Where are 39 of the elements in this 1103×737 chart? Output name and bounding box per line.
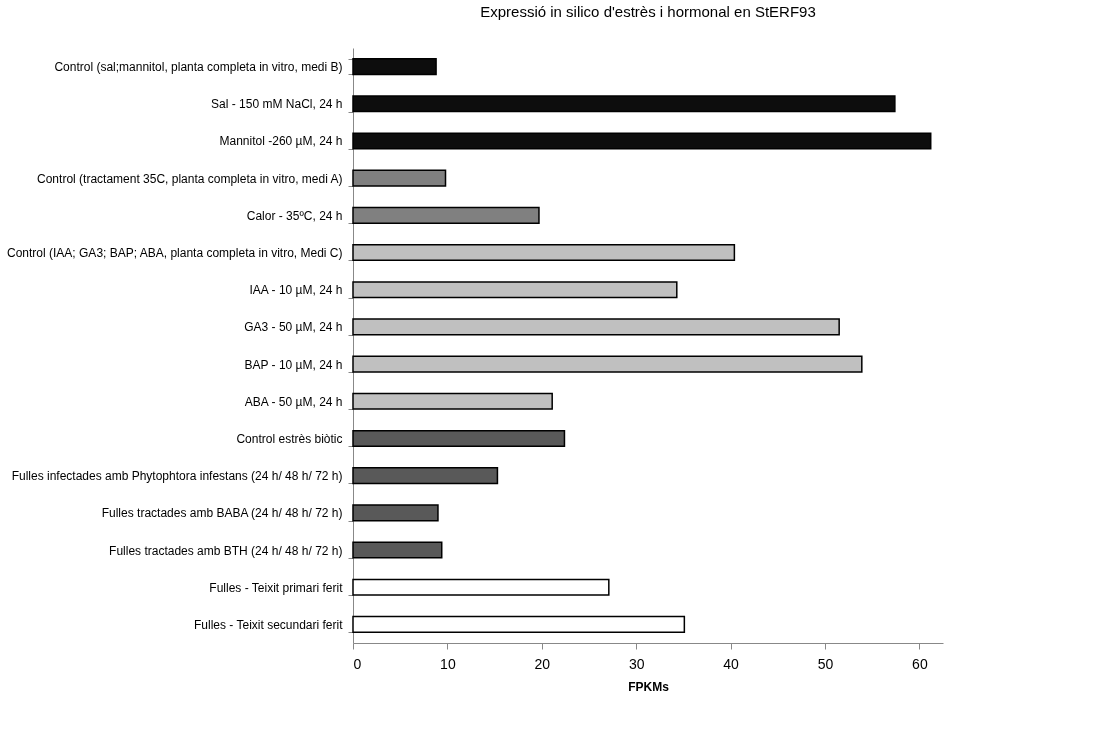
y-tick-label: Control (IAA; GA3; BAP; ABA, planta completa in vitro, Medi C) [7, 246, 343, 261]
bar [352, 355, 863, 373]
y-tick-label: IAA - 10 µM, 24 h [249, 283, 343, 298]
y-tick-label: BAP - 10 µM, 24 h [244, 357, 343, 372]
x-tick-label: 60 [912, 655, 928, 672]
x-tick-label: 30 [628, 655, 645, 672]
bar [352, 392, 553, 410]
x-tick-label: 50 [817, 655, 834, 672]
y-tick-label: Fulles - Teixit primari ferit [209, 580, 344, 595]
y-tick-label: GA3 - 50 µM, 24 h [244, 320, 343, 335]
y-tick-label: Fulles infectades amb Phytophtora infestans (24 h/ 48 h/ 72 h) [11, 469, 343, 484]
y-tick-label: Fulles - Teixit secundari ferit [194, 617, 344, 632]
x-tick-label: 20 [534, 655, 551, 672]
bar [352, 281, 678, 299]
y-tick-label: Fulles tractades amb BABA (24 h/ 48 h/ 72 h) [101, 506, 343, 521]
bar [352, 318, 840, 336]
x-tick-label: 40 [723, 655, 740, 672]
bar [352, 58, 437, 76]
bar [352, 541, 443, 559]
x-axis-title: FPKMs [628, 679, 670, 694]
y-tick-label: Control (sal;mannitol, planta completa in vitro, medi B) [54, 60, 343, 75]
y-tick-label: Control (tractament 35C, planta completa in vitro, medi A) [37, 171, 343, 186]
bar [352, 429, 566, 448]
bar [352, 132, 932, 150]
y-tick-label: Mannitol -260 µM, 24 h [219, 134, 343, 149]
x-tick-label: 0 [353, 655, 362, 672]
bar [352, 504, 439, 522]
y-tick-label: Fulles tractades amb BTH (24 h/ 48 h/ 72 h) [109, 543, 343, 558]
x-tick-label: 10 [440, 655, 456, 672]
bar [352, 467, 499, 485]
bar [352, 578, 610, 596]
bar [352, 95, 896, 113]
y-tick-label: Calor - 35ºC, 24 h [246, 208, 343, 223]
bar [352, 615, 686, 633]
y-tick-label: ABA - 50 µM, 24 h [244, 394, 343, 409]
y-tick-label: Sal - 150 mM NaCl, 24 h [211, 97, 343, 112]
bar [352, 243, 736, 262]
y-tick-label: Control estrès biòtic [236, 431, 343, 446]
chart-title: Expressió in silico d'estrès i hormonal en StERF93 [480, 3, 816, 20]
